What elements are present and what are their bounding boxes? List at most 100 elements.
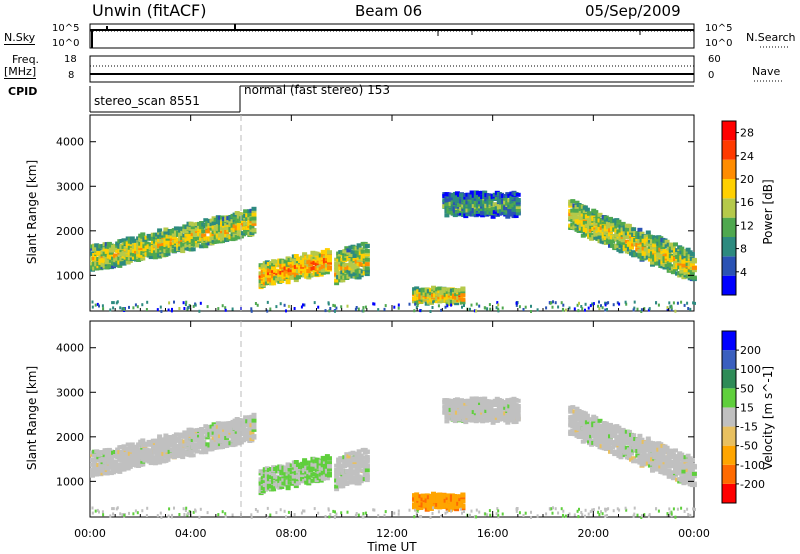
- scatter-cell-0: [220, 432, 225, 437]
- scatter-cell-0: [140, 256, 146, 261]
- scatter-cell-4: [469, 396, 475, 401]
- scatter-cell-1: [295, 275, 301, 280]
- scatter-cell-5: [597, 212, 603, 217]
- ground-speckle: [302, 303, 304, 307]
- scatter-cell-5: [637, 227, 643, 232]
- scatter-cell-1: [291, 476, 297, 481]
- scatter-cell-1: [279, 279, 285, 283]
- scatter-cell-5: [650, 466, 655, 471]
- scatter-cell-5: [591, 214, 597, 219]
- scatter-cell-1: [293, 473, 299, 478]
- scatter-cell-4: [482, 396, 488, 401]
- scatter-cell-0: [144, 447, 150, 452]
- scatter-cell-3: [437, 286, 443, 291]
- scatter-cell-5: [675, 255, 681, 259]
- ground-speckle: [101, 304, 104, 308]
- scatter-cell-0: [184, 444, 190, 449]
- scatter-cell-0: [148, 255, 154, 260]
- scatter-cell-0: [96, 249, 102, 254]
- scatter-cell-4: [490, 214, 496, 219]
- scatter-cell-1: [291, 270, 297, 275]
- scatter-cell-0: [201, 229, 207, 234]
- scatter-cell-0: [184, 435, 190, 440]
- scatter-cell-5: [652, 243, 658, 248]
- ground-speckle: [680, 300, 683, 304]
- scatter-cell-5: [631, 441, 637, 446]
- scatter-cell-1: [287, 260, 293, 265]
- scatter-cell-2: [356, 243, 362, 248]
- scatter-cell-0: [190, 428, 196, 433]
- scatter-cell-3: [454, 507, 460, 512]
- ground-speckle: [524, 305, 527, 309]
- scatter-cell-0: [121, 444, 127, 449]
- scatter-cell-5: [574, 200, 580, 205]
- scatter-cell-0: [159, 250, 165, 255]
- scatter-cell-3: [460, 286, 466, 291]
- scatter-cell-2: [346, 268, 352, 273]
- ground-speckle: [625, 302, 628, 306]
- scatter-cell-0: [194, 243, 200, 248]
- ground-speckle: [489, 307, 492, 311]
- ground-speckle: [557, 305, 560, 309]
- ground-speckle: [432, 300, 435, 304]
- scatter-cell-4: [496, 411, 502, 416]
- ground-speckle: [377, 308, 380, 312]
- scatter-cell-5: [631, 250, 637, 255]
- scatter-cell-1: [302, 458, 308, 463]
- scatter-cell-5: [637, 433, 643, 438]
- scatter-cell-5: [584, 420, 590, 425]
- scatter-cell-0: [178, 438, 184, 443]
- scatter-cell-0: [94, 449, 100, 454]
- ground-speckle: [655, 301, 658, 305]
- scatter-cell-0: [144, 241, 150, 246]
- scatter-cell-0: [117, 469, 123, 474]
- ground-speckle: [173, 300, 175, 304]
- scatter-cell-2: [346, 454, 352, 459]
- ground-speckle: [128, 305, 130, 309]
- scatter-cell-5: [603, 215, 609, 220]
- ground-speckle: [178, 307, 181, 310]
- ground-speckle: [587, 306, 590, 310]
- scatter-cell-5: [574, 208, 580, 213]
- scatter-cell-5: [650, 260, 655, 265]
- scatter-cell-0: [205, 229, 211, 234]
- scatter-cell-5: [574, 417, 580, 422]
- ground-speckle: [199, 301, 202, 305]
- scatter-cell-1: [327, 266, 332, 270]
- scatter-cell-4: [486, 193, 492, 198]
- ground-speckle: [397, 306, 400, 310]
- scatter-cell-0: [138, 454, 144, 459]
- power-scatter: [90, 190, 697, 313]
- scatter-cell-0: [245, 434, 251, 439]
- ground-speckle: [324, 309, 327, 313]
- scatter-cell-4: [509, 417, 515, 422]
- scatter-cell-2: [352, 458, 358, 463]
- ground-speckle: [188, 304, 191, 308]
- scatter-cell-5: [616, 425, 622, 430]
- scatter-cell-1: [279, 485, 285, 489]
- ground-speckle: [584, 308, 586, 312]
- scatter-cell-5: [681, 263, 687, 268]
- scatter-cell-1: [324, 270, 330, 275]
- scatter-cell-5: [574, 414, 580, 419]
- ground-speckle: [266, 309, 269, 313]
- ground-speckle: [340, 305, 343, 309]
- ground-speckle: [554, 301, 557, 305]
- scatter-cell-3: [437, 492, 443, 497]
- scatter-cell-0: [238, 212, 244, 217]
- ground-speckle: [589, 304, 592, 308]
- scatter-cell-2: [352, 272, 358, 277]
- scatter-cell-0: [104, 466, 110, 471]
- scatter-cell-5: [631, 456, 637, 461]
- scatter-cell-5: [622, 247, 628, 251]
- scatter-cell-1: [293, 484, 299, 489]
- nsky-tick-top-right: 10^5: [705, 23, 733, 34]
- ground-speckle: [121, 307, 124, 311]
- scatter-cell-5: [624, 435, 630, 440]
- scatter-cell-0: [159, 456, 165, 461]
- scatter-cell-0: [169, 246, 175, 251]
- velocity-scatter: [90, 396, 697, 519]
- scatter-cell-2: [350, 269, 356, 274]
- scatter-cell-4: [480, 417, 486, 422]
- ground-speckle: [607, 301, 610, 305]
